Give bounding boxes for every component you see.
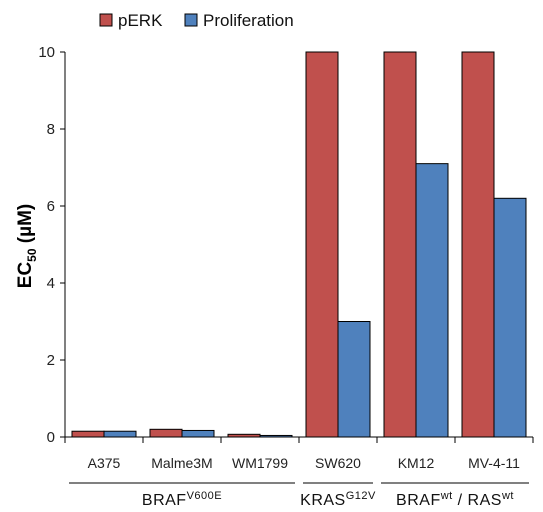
group-labels: BRAFV600E KRASG12V BRAFwt / RASwt xyxy=(69,482,529,509)
legend-swatch-proliferation xyxy=(184,13,198,27)
category-label: MV-4-11 xyxy=(468,455,520,471)
y-tick-label: 8 xyxy=(47,121,55,138)
y-tick-label: 10 xyxy=(38,44,55,61)
bars xyxy=(71,51,527,438)
legend-label-proliferation: Proliferation xyxy=(203,11,294,30)
x-axis: A375 Malme3M WM1799 SW620 KM12 MV-4-11 xyxy=(64,436,534,471)
group-label: KRASG12V xyxy=(300,490,376,509)
bar-perk-sw620 xyxy=(305,51,339,438)
y-tick-label: 6 xyxy=(47,198,55,215)
bar-perk-a375 xyxy=(71,430,105,438)
y-tick-label: 0 xyxy=(47,429,55,446)
y-axis-title-main: EC xyxy=(15,262,36,289)
bar-proliferation-malme3m xyxy=(181,429,215,438)
y-axis-title-subscript: 50 xyxy=(25,248,39,262)
category-label: Malme3M xyxy=(151,455,212,471)
bar-proliferation-a375 xyxy=(103,430,137,438)
category-label: SW620 xyxy=(315,455,361,471)
legend-swatch-perk xyxy=(99,13,113,27)
category-label: A375 xyxy=(88,455,121,471)
legend-label-perk: pERK xyxy=(118,11,163,30)
legend: pERK Proliferation xyxy=(99,11,294,30)
group-label: BRAFV600E xyxy=(142,490,222,509)
y-tick-label: 2 xyxy=(47,352,55,369)
y-axis: 0 2 4 6 8 10 xyxy=(38,44,66,446)
y-axis-title-unit: (µM) xyxy=(15,204,36,249)
y-axis-title: EC50 (µM) xyxy=(15,204,39,288)
bar-perk-mv-4-11 xyxy=(461,51,495,438)
bar-proliferation-sw620 xyxy=(337,321,371,438)
y-tick-label: 4 xyxy=(47,275,55,292)
bar-perk-km12 xyxy=(383,51,417,438)
bar-perk-malme3m xyxy=(149,428,183,438)
bar-proliferation-mv-4-11 xyxy=(493,197,527,438)
category-label: KM12 xyxy=(398,455,435,471)
category-label: WM1799 xyxy=(232,455,288,471)
group-label: BRAFwt / RASwt xyxy=(396,490,514,509)
bar-proliferation-km12 xyxy=(415,163,449,438)
